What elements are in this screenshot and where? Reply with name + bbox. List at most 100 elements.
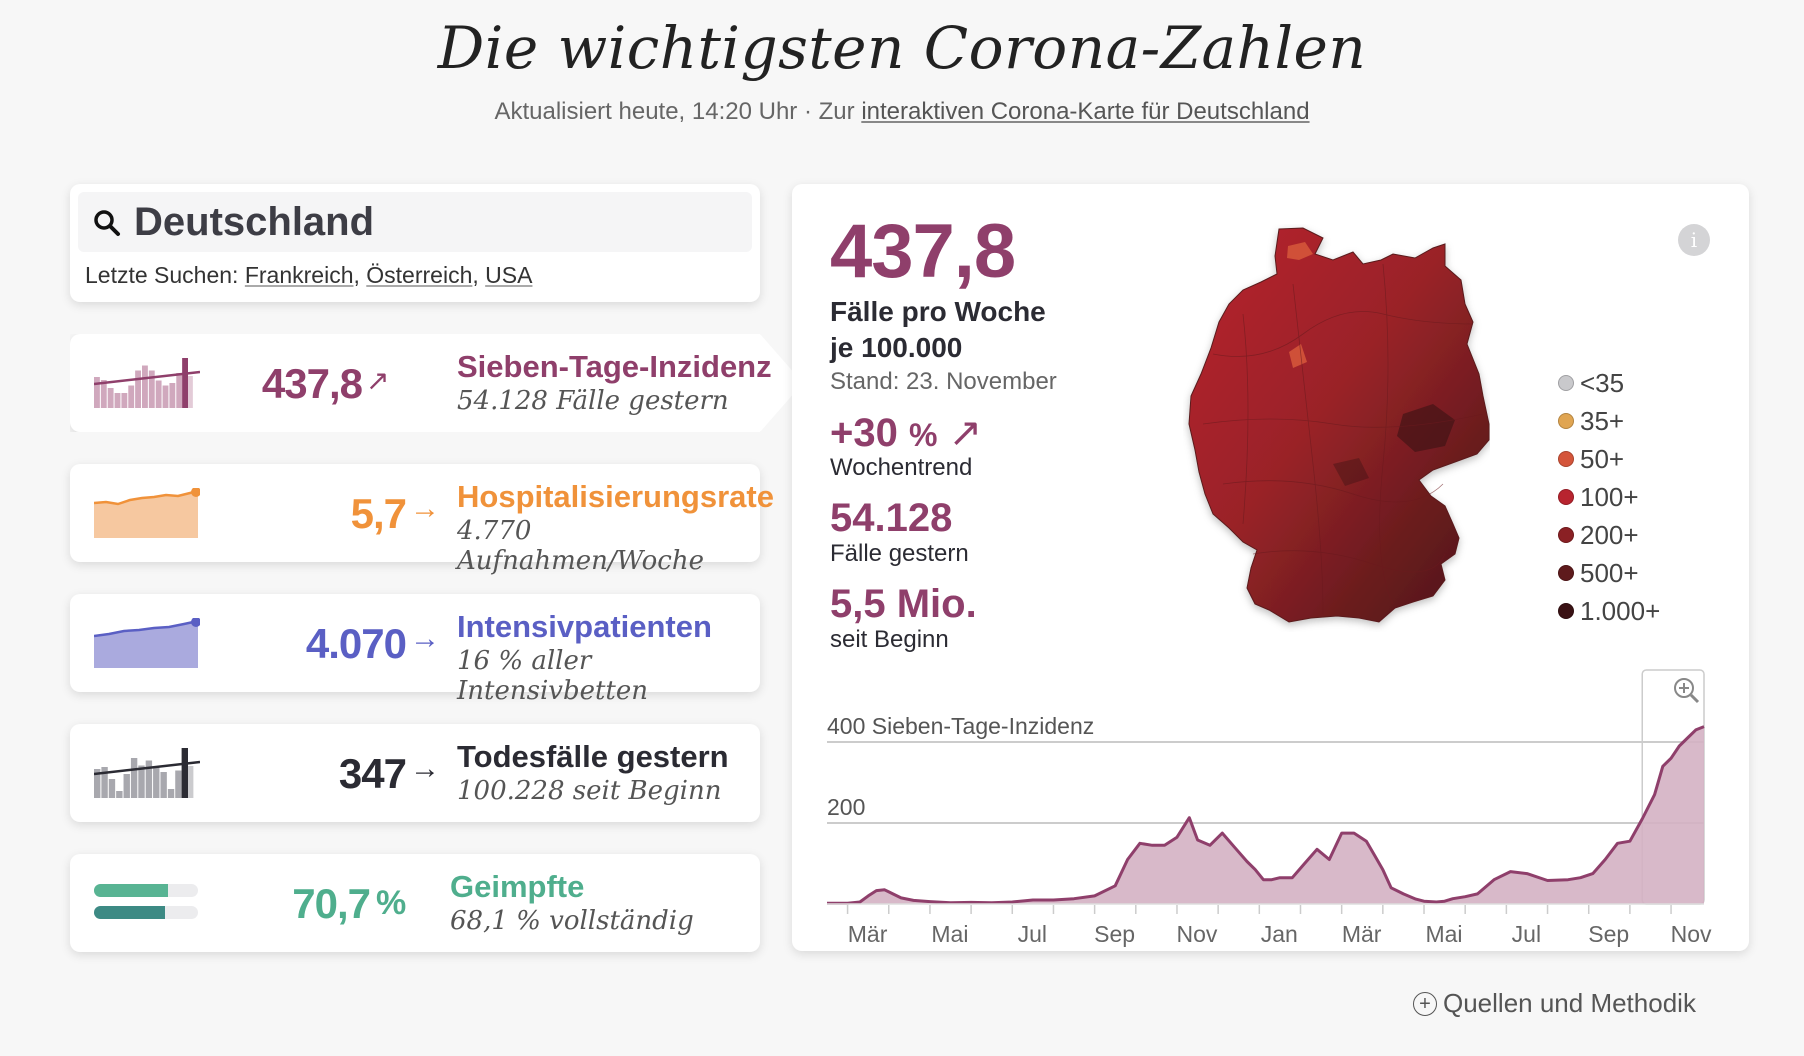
- sparkline-bar: [94, 769, 101, 798]
- trend-up-icon: ↗: [366, 365, 390, 396]
- vaccination-bars-icon: [94, 884, 198, 919]
- detail-panel: 437,8 Fälle pro Woche je 100.000 Stand: …: [792, 184, 1749, 951]
- incidence-sparkline-icon: [94, 358, 200, 408]
- sparkline-bar: [94, 377, 100, 408]
- region-light: [1289, 344, 1307, 368]
- metric-label: Hospitalisierungsrate: [457, 479, 774, 514]
- metric-label: Todesfälle gestern: [457, 739, 729, 774]
- sparkline-bar: [121, 393, 128, 408]
- recent-search-link[interactable]: Frankreich: [244, 262, 354, 288]
- metric-card-intensive[interactable]: 4.070 → Intensivpatienten 16 % aller Int…: [70, 594, 760, 706]
- weekly-trend-value: +30 % ↗: [830, 410, 982, 456]
- region-dark: [1397, 404, 1455, 452]
- deaths-sparkline-icon: [94, 748, 200, 798]
- chart-x-tick-label: Mai: [931, 921, 968, 947]
- vaccination-bar-full: [94, 906, 198, 919]
- metric-sub: 4.770 Aufnahmen/Woche: [457, 516, 704, 576]
- incidence-label: Fälle pro Woche je 100.000: [830, 294, 1046, 366]
- sparkline-bar: [142, 365, 148, 408]
- chart-line: [826, 725, 1705, 905]
- sparkline-today-bar: [182, 358, 188, 408]
- sparkline-bar: [169, 383, 176, 408]
- sparkline-bar: [153, 767, 160, 798]
- cases-yesterday-value: 54.128: [830, 496, 953, 540]
- sparkline-bar: [175, 770, 182, 798]
- plus-circle-icon: +: [1413, 991, 1437, 1016]
- chart-y-tick-label: 200: [827, 794, 865, 820]
- trend-flat-icon: →: [410, 492, 440, 525]
- sparkline-bar: [108, 779, 116, 798]
- chart-x-tick-label: Sep: [1588, 921, 1629, 947]
- recent-search-link[interactable]: Österreich: [366, 262, 473, 288]
- incidence-value: 437,8: [830, 209, 1016, 294]
- corona-map-link[interactable]: interaktiven Corona-Karte für Deutschlan…: [861, 98, 1310, 125]
- sparkline-bar: [160, 772, 167, 798]
- sources-label: Quellen und Methodik: [1443, 988, 1696, 1018]
- sparkline-bar: [130, 758, 138, 798]
- sparkline-bar: [176, 373, 183, 408]
- legend-item: 50+: [1558, 440, 1660, 478]
- legend-label: 35+: [1580, 405, 1625, 436]
- legend-dot-icon: [1558, 603, 1574, 619]
- zoom-icon-lens: [1674, 678, 1694, 698]
- region-light: [1287, 242, 1313, 260]
- page-subtitle: Aktualisiert heute, 14:20 Uhr · Zur inte…: [0, 98, 1804, 126]
- weekly-trend-label: Wochentrend: [830, 454, 973, 481]
- separator: ·: [803, 98, 812, 125]
- search-input[interactable]: Deutschland: [78, 192, 752, 252]
- chart-x-tick-label: Jul: [1018, 921, 1047, 947]
- zoom-in-icon[interactable]: [1674, 678, 1700, 704]
- metric-sub: 68,1 % vollständig: [450, 906, 694, 936]
- sparkline-trend-line: [94, 370, 200, 386]
- legend-item: 500+: [1558, 554, 1660, 592]
- legend-dot-icon: [1558, 375, 1574, 391]
- sparkline-bar: [135, 370, 141, 408]
- incidence-label-line2: je 100.000: [830, 332, 963, 363]
- sparkline-estimate-bar: [188, 376, 193, 408]
- vaccination-bar-first: [94, 884, 198, 897]
- total-cases-label: seit Beginn: [830, 626, 949, 653]
- chart-x-tick-label: Mai: [1425, 921, 1462, 947]
- sparkline-bar: [138, 765, 145, 798]
- search-card: Deutschland Letzte Suchen: Frankreich, Ö…: [70, 184, 760, 302]
- intensive-sparkline-icon: [94, 618, 200, 668]
- metric-value: 4.070: [305, 620, 407, 667]
- metric-sub: 54.128 Fälle gestern: [457, 386, 729, 416]
- updated-text: Aktualisiert heute, 14:20 Uhr: [494, 98, 798, 125]
- metric-card-hospitalization[interactable]: 5,7 → Hospitalisierungsrate 4.770 Aufnah…: [70, 464, 774, 576]
- germany-map[interactable]: [1183, 224, 1490, 632]
- sparkline-bar: [128, 385, 135, 408]
- vaccination-bar-fill: [94, 906, 165, 919]
- percent-unit: %: [376, 884, 407, 922]
- chart-x-tick-label: Mär: [848, 921, 888, 947]
- metric-label: Geimpfte: [450, 869, 585, 904]
- chart-x-tick-label: Nov: [1177, 921, 1218, 947]
- incidence-label-line1: Fälle pro Woche: [830, 296, 1046, 327]
- map-legend: <35 35+ 50+ 100+ 200+ 500+ 1.000+: [1558, 364, 1660, 630]
- metric-value: 347: [338, 750, 407, 797]
- sparkline-bar: [167, 789, 175, 798]
- sources-methodology-button[interactable]: + Quellen und Methodik: [1413, 988, 1696, 1019]
- sparkline-bar: [116, 791, 123, 798]
- metric-card-vaccinated[interactable]: 70,7 % Geimpfte 68,1 % vollständig: [70, 854, 760, 952]
- page-title: Die wichtigsten Corona-Zahlen: [437, 14, 1367, 82]
- info-icon[interactable]: i: [1678, 224, 1710, 256]
- hospitalization-sparkline-icon: [94, 488, 200, 538]
- metric-card-incidence[interactable]: 437,8 ↗ Sieben-Tage-Inzidenz 54.128 Fäll…: [70, 334, 794, 432]
- trend-unit: %: [908, 417, 938, 453]
- chart-x-tick-label: Jan: [1261, 921, 1298, 947]
- cases-yesterday-label: Fälle gestern: [830, 540, 969, 567]
- legend-dot-icon: [1558, 527, 1574, 543]
- link-prefix: Zur: [818, 98, 855, 125]
- legend-dot-icon: [1558, 451, 1574, 467]
- sparkline-trend-line: [94, 760, 200, 776]
- legend-item: <35: [1558, 364, 1660, 402]
- sparkline-bar: [155, 380, 162, 408]
- sparkline-estimate-bar: [188, 766, 194, 798]
- metric-card-deaths[interactable]: 347 → Todesfälle gestern 100.228 seit Be…: [70, 724, 760, 822]
- legend-item: 35+: [1558, 402, 1660, 440]
- recent-search-link[interactable]: USA: [485, 262, 533, 288]
- legend-label: 1.000+: [1580, 595, 1661, 626]
- recent-label: Letzte Suchen:: [85, 262, 239, 288]
- region-dark: [1333, 458, 1369, 486]
